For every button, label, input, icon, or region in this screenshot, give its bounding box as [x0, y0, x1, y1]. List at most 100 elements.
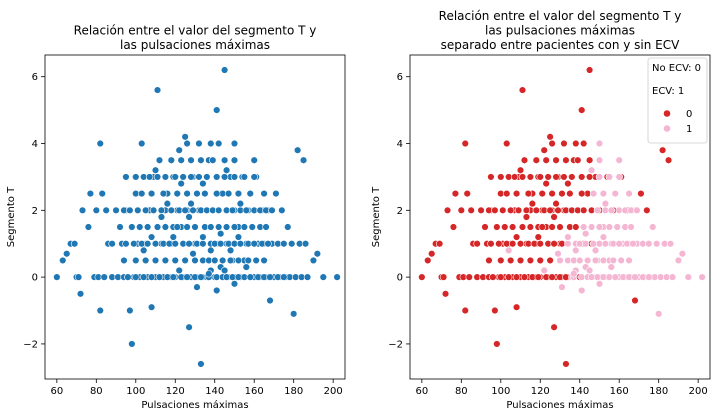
data-point: [552, 173, 560, 181]
data-point: [230, 223, 239, 231]
data-point: [272, 189, 280, 198]
data-point: [96, 306, 104, 315]
plot-frame: [44, 54, 346, 380]
legend: No ECV: 0 ECV: 1 0 1: [647, 57, 708, 144]
data-point: [230, 280, 239, 288]
x-tick-label: 180: [649, 386, 668, 397]
data-point: [205, 270, 213, 278]
data-point: [132, 256, 140, 265]
data-point: [116, 223, 124, 231]
data-point: [465, 273, 473, 281]
data-point: [595, 223, 604, 231]
data-point: [183, 223, 191, 231]
data-point: [611, 273, 619, 281]
data-point: [136, 223, 144, 231]
data-point: [536, 256, 544, 265]
data-point: [213, 189, 221, 198]
data-point: [526, 223, 535, 231]
data-point: [126, 206, 134, 215]
data-point: [161, 256, 170, 265]
data-point: [512, 273, 521, 281]
x-axis-label: Pulsaciones máximas: [506, 399, 613, 411]
x-tick-label: 200: [324, 386, 343, 397]
data-point: [467, 206, 475, 215]
data-point: [552, 156, 560, 164]
x-axis-label: Pulsaciones máximas: [141, 399, 248, 411]
data-point: [605, 223, 614, 231]
data-point: [506, 206, 515, 215]
data-point: [216, 240, 225, 248]
chart-panel-1: Relación entre el valor del segmento T y…: [6, 24, 346, 411]
data-point: [228, 206, 237, 215]
data-point: [197, 360, 205, 368]
data-point: [187, 156, 195, 164]
data-point: [333, 273, 341, 281]
data-point: [151, 240, 160, 248]
data-point: [585, 266, 594, 275]
data-point: [570, 270, 578, 278]
data-point: [424, 256, 432, 265]
data-point: [222, 223, 231, 231]
data-point: [226, 246, 235, 255]
data-point: [595, 156, 604, 164]
data-point: [122, 240, 130, 248]
data-point: [599, 233, 608, 241]
data-point: [473, 240, 481, 248]
data-point: [550, 323, 558, 331]
legend-heading: ECV: 1: [652, 86, 684, 97]
data-point: [637, 189, 645, 198]
data-point: [562, 156, 570, 164]
data-point: [100, 273, 108, 281]
data-point: [554, 206, 562, 215]
data-point: [153, 173, 162, 181]
data-point: [185, 213, 193, 221]
data-point: [599, 256, 608, 265]
data-point: [193, 189, 201, 198]
data-point: [538, 223, 546, 231]
data-point: [548, 189, 556, 198]
data-point: [124, 273, 132, 281]
data-point: [532, 156, 541, 164]
data-point: [591, 246, 600, 255]
data-point: [207, 246, 215, 255]
data-point: [143, 223, 152, 231]
data-point: [579, 139, 588, 148]
data-point: [226, 256, 235, 265]
data-point: [463, 189, 471, 198]
data-point: [197, 156, 205, 164]
x-tick-label: 80: [90, 386, 103, 397]
data-point: [213, 106, 221, 114]
data-point: [218, 256, 227, 265]
data-point: [578, 189, 586, 198]
data-point: [141, 206, 150, 215]
x-tick-label: 120: [531, 386, 550, 397]
data-point: [501, 223, 509, 231]
data-point: [236, 240, 245, 248]
data-point: [540, 266, 548, 275]
x-tick-label: 80: [455, 386, 468, 397]
data-point: [299, 156, 308, 164]
data-point: [147, 273, 156, 281]
data-point: [599, 189, 608, 198]
data-point: [240, 223, 249, 231]
data-point: [520, 156, 529, 164]
data-point: [181, 133, 189, 141]
data-point: [120, 256, 128, 265]
data-point: [222, 166, 231, 174]
data-point: [666, 240, 675, 248]
data-point: [518, 223, 527, 231]
data-point: [548, 139, 556, 148]
y-tick-label: 6: [397, 72, 403, 83]
x-tick-label: 140: [205, 386, 224, 397]
data-point: [579, 223, 588, 231]
data-point: [572, 246, 580, 255]
data-point: [260, 256, 268, 265]
data-point: [134, 206, 142, 215]
data-point: [631, 296, 639, 305]
data-point: [313, 250, 322, 258]
data-point: [578, 286, 586, 295]
data-point: [159, 189, 168, 198]
data-point: [234, 256, 243, 265]
data-point: [461, 139, 469, 148]
